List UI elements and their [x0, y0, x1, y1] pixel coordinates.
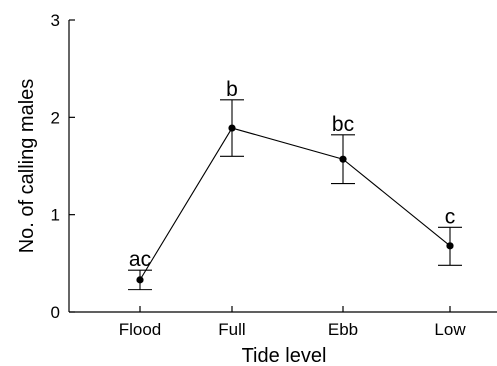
- series-line: [139, 127, 451, 281]
- y-axis-title: No. of calling males: [16, 79, 38, 254]
- y-tick-label: 0: [51, 303, 60, 322]
- y-tick-label: 2: [51, 108, 60, 127]
- x-axis-ticks: Flood Full Ebb Low: [119, 306, 466, 339]
- x-tick-label: Full: [218, 320, 245, 339]
- x-axis-title: Tide level: [242, 345, 327, 366]
- x-tick-label: Flood: [119, 320, 162, 339]
- significance-label: c: [445, 205, 456, 228]
- significance-label: bc: [332, 113, 354, 136]
- data-point: [228, 124, 236, 132]
- data-point: [339, 155, 347, 163]
- significance-label: b: [226, 78, 238, 101]
- x-tick-label: Low: [434, 320, 466, 339]
- y-tick-label: 3: [51, 11, 60, 30]
- y-axis-ticks: 0 1 2 3: [51, 11, 75, 322]
- data-point: [446, 242, 454, 250]
- plot-area: 0 1 2 3 Flood Full Ebb Low ac b bc c: [51, 11, 497, 339]
- y-tick-label: 1: [51, 206, 60, 225]
- data-point: [136, 276, 144, 284]
- data-series: ac b bc c: [128, 78, 462, 291]
- significance-label: ac: [129, 248, 151, 271]
- x-tick-label: Ebb: [328, 320, 358, 339]
